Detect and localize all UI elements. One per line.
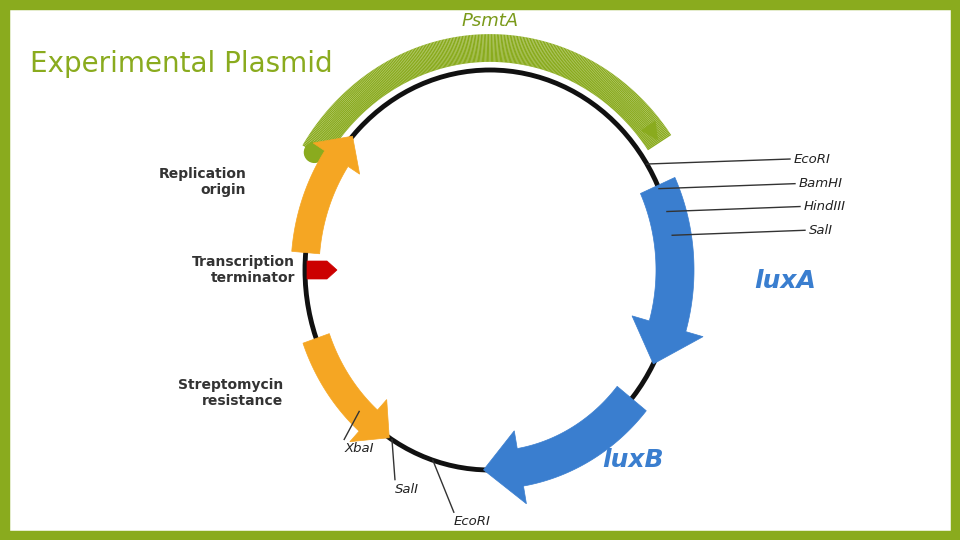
Polygon shape xyxy=(632,178,703,364)
Polygon shape xyxy=(303,334,389,442)
Text: luxA: luxA xyxy=(755,269,817,293)
Text: XbaI: XbaI xyxy=(345,442,373,455)
Text: Experimental Plasmid: Experimental Plasmid xyxy=(30,50,332,78)
Text: Replication
origin: Replication origin xyxy=(158,167,247,197)
Text: SalI: SalI xyxy=(395,483,419,496)
Text: BamHI: BamHI xyxy=(799,177,843,190)
Text: Streptomycin
resistance: Streptomycin resistance xyxy=(179,378,283,408)
Polygon shape xyxy=(307,261,337,279)
Text: EcoRI: EcoRI xyxy=(794,152,830,166)
Circle shape xyxy=(304,143,324,163)
Text: luxB: luxB xyxy=(602,448,663,472)
Text: SalI: SalI xyxy=(809,224,833,237)
Polygon shape xyxy=(484,386,646,504)
Text: Transcription
terminator: Transcription terminator xyxy=(192,255,295,285)
Text: HindIII: HindIII xyxy=(804,200,846,213)
Polygon shape xyxy=(292,136,360,254)
Text: PsmtA: PsmtA xyxy=(462,12,518,30)
Text: EcoRI: EcoRI xyxy=(454,515,491,528)
